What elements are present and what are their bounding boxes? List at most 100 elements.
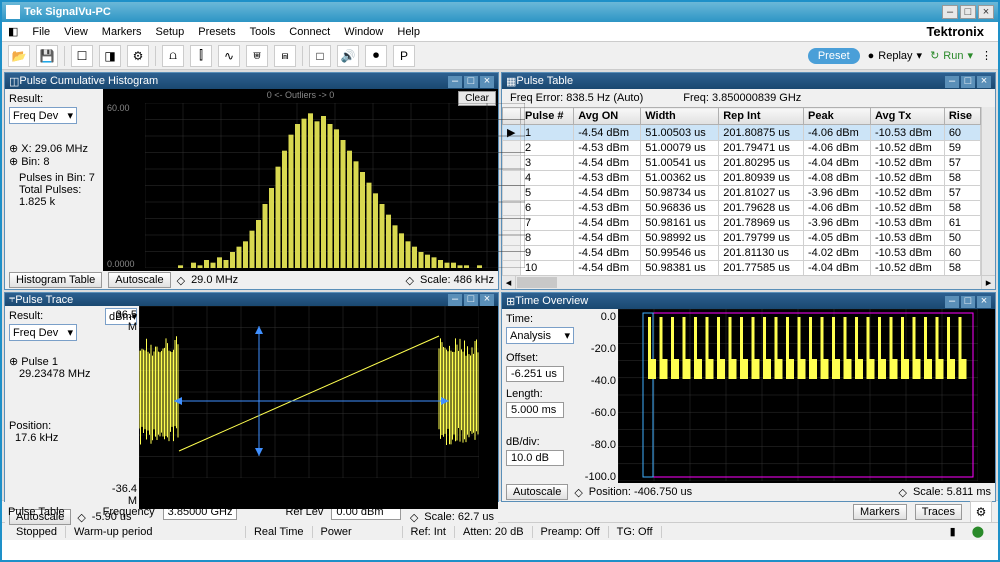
autoscale-button[interactable]: Autoscale	[506, 484, 568, 500]
toolbar: 📂 💾 ☐ ◨ ⚙ ⩍ ⫿ ∿ ⩐ ⩎ □ 🔊 ⏺ P Preset ● Rep…	[2, 42, 998, 70]
panel-max-icon[interactable]: □	[464, 294, 478, 306]
ymin: -36.4 M	[105, 483, 137, 507]
status-power: Power	[313, 526, 403, 538]
ymin-label: 0.0000	[107, 259, 135, 269]
app-icon	[6, 5, 20, 19]
overview-icon: ⊞	[506, 295, 515, 308]
minimize-button[interactable]: –	[942, 5, 958, 19]
signal-icon-4[interactable]: ⩐	[246, 45, 268, 67]
histogram-panel: ◫ Pulse Cumulative Histogram –□× Result:…	[4, 72, 499, 290]
panel-close-icon[interactable]: ×	[480, 294, 494, 306]
scrollbar-v[interactable]	[981, 107, 995, 275]
save-icon[interactable]: 💾	[36, 45, 58, 67]
menu-markers[interactable]: Markers	[102, 26, 142, 38]
result-label: Result:	[9, 93, 99, 105]
scale-icon: ◇	[410, 511, 418, 524]
open-icon[interactable]: 📂	[8, 45, 30, 67]
close-button[interactable]: ×	[978, 5, 994, 19]
signal-icon-3[interactable]: ∿	[218, 45, 240, 67]
menu-help[interactable]: Help	[397, 26, 420, 38]
length-label: Length:	[506, 388, 576, 400]
time-label: Time:	[506, 313, 576, 325]
signal-icon-1[interactable]: ⩍	[162, 45, 184, 67]
status-tg: TG: Off	[609, 526, 662, 538]
panel-max-icon[interactable]: □	[961, 296, 975, 308]
panel-close-icon[interactable]: ×	[977, 76, 991, 88]
signal-icon-5[interactable]: ⩎	[274, 45, 296, 67]
time-overview-panel: ⊞ Time Overview –□× Time: Analysis▾ Offs…	[501, 292, 996, 502]
status-atten: Atten: 20 dB	[455, 526, 533, 538]
pulse-table-panel: ▦ Pulse Table –□× Freq Error: 838.5 Hz (…	[501, 72, 996, 290]
dbdiv-label: dB/div:	[506, 436, 576, 448]
center-icon: ◇	[77, 511, 85, 524]
link-icon: ⬤	[964, 525, 992, 538]
status-realtime: Real Time	[246, 526, 313, 538]
pulse-table[interactable]: Pulse #Avg ONWidthRep IntPeakAvg TxRise▶…	[502, 107, 981, 275]
scale-value: Scale: 486 kHz	[420, 274, 494, 286]
preset-button[interactable]: Preset	[808, 48, 860, 64]
display-icon-1[interactable]: □	[309, 45, 331, 67]
panel-close-icon[interactable]: ×	[480, 76, 494, 88]
overview-chart[interactable]	[618, 309, 995, 483]
scale-icon: ◇	[406, 274, 414, 287]
brand-label: Tektronix	[434, 24, 992, 39]
menu-file[interactable]: File	[32, 26, 50, 38]
print-icon[interactable]: P	[393, 45, 415, 67]
battery-icon: ▮	[942, 525, 964, 538]
window-buttons: – □ ×	[942, 5, 994, 19]
outliers-label: 0 <- Outliers -> 0	[103, 89, 498, 101]
result-dropdown[interactable]: Freq Dev▾	[9, 107, 77, 124]
status-ref: Ref: Int	[403, 526, 455, 538]
histogram-header: ◫ Pulse Cumulative Histogram –□×	[5, 73, 498, 89]
menu-tools[interactable]: Tools	[250, 26, 276, 38]
scrollbar-h[interactable]: ◂ ▸	[502, 275, 995, 289]
ytick: -20.0	[580, 343, 616, 355]
camera-icon[interactable]: ⏺	[365, 45, 387, 67]
signal-icon-2[interactable]: ⫿	[190, 45, 212, 67]
tool-icon-1[interactable]: ☐	[71, 45, 93, 67]
panel-max-icon[interactable]: □	[464, 76, 478, 88]
result-dropdown[interactable]: Freq Dev▾	[9, 324, 77, 341]
menu-window[interactable]: Window	[344, 26, 383, 38]
menu-presets[interactable]: Presets	[198, 26, 235, 38]
dbdiv-value[interactable]: 10.0 dB	[506, 450, 564, 466]
tool-icon-2[interactable]: ◨	[99, 45, 121, 67]
traces-button[interactable]: Traces	[915, 504, 962, 520]
length-value[interactable]: 5.000 ms	[506, 402, 564, 418]
more-icon[interactable]: ⋮	[981, 49, 992, 62]
panel-min-icon[interactable]: –	[945, 296, 959, 308]
autoscale-button[interactable]: Autoscale	[108, 272, 170, 288]
pulse-trace-header: ⫧ Pulse Trace –□×	[5, 293, 498, 306]
menu-setup[interactable]: Setup	[156, 26, 185, 38]
maximize-button[interactable]: □	[960, 5, 976, 19]
offset-value[interactable]: -6.251 us	[506, 366, 564, 382]
result-label: Result:	[9, 310, 99, 322]
file-menu-icon[interactable]: ◧	[8, 25, 18, 38]
time-dropdown[interactable]: Analysis▾	[506, 327, 574, 344]
panel-min-icon[interactable]: –	[448, 294, 462, 306]
run-button[interactable]: ↻ Run ▾	[930, 49, 973, 62]
panel-close-icon[interactable]: ×	[977, 296, 991, 308]
scale-icon: ◇	[898, 486, 906, 499]
menu-connect[interactable]: Connect	[289, 26, 330, 38]
markers-button[interactable]: Markers	[853, 504, 907, 520]
replay-button[interactable]: ● Replay ▾	[868, 49, 922, 62]
pulses-in-bin: Pulses in Bin: 7	[19, 172, 99, 184]
menu-view[interactable]: View	[64, 26, 88, 38]
status-warmup: Warm-up period	[66, 526, 246, 538]
histogram-chart[interactable]: 0 <- Outliers -> 0 Clear 60.00 0.0000	[103, 89, 498, 271]
gear-icon[interactable]: ⚙	[127, 45, 149, 67]
freq-value: Freq: 3.850000839 GHz	[683, 92, 801, 104]
offset-label: Offset:	[506, 352, 576, 364]
histogram-table-button[interactable]: Histogram Table	[9, 272, 102, 288]
panel-min-icon[interactable]: –	[945, 76, 959, 88]
trace-chart[interactable]	[139, 306, 498, 509]
speaker-icon[interactable]: 🔊	[337, 45, 359, 67]
ytick: -60.0	[580, 407, 616, 419]
center-icon: ◇	[177, 274, 185, 287]
panel-max-icon[interactable]: □	[961, 76, 975, 88]
pulse-table-wrap[interactable]: Pulse #Avg ONWidthRep IntPeakAvg TxRise▶…	[502, 107, 981, 275]
panel-min-icon[interactable]: –	[448, 76, 462, 88]
settings-icon[interactable]: ⚙	[970, 501, 992, 523]
overview-footer: Autoscale ◇ Position: -406.750 us ◇ Scal…	[502, 483, 995, 501]
